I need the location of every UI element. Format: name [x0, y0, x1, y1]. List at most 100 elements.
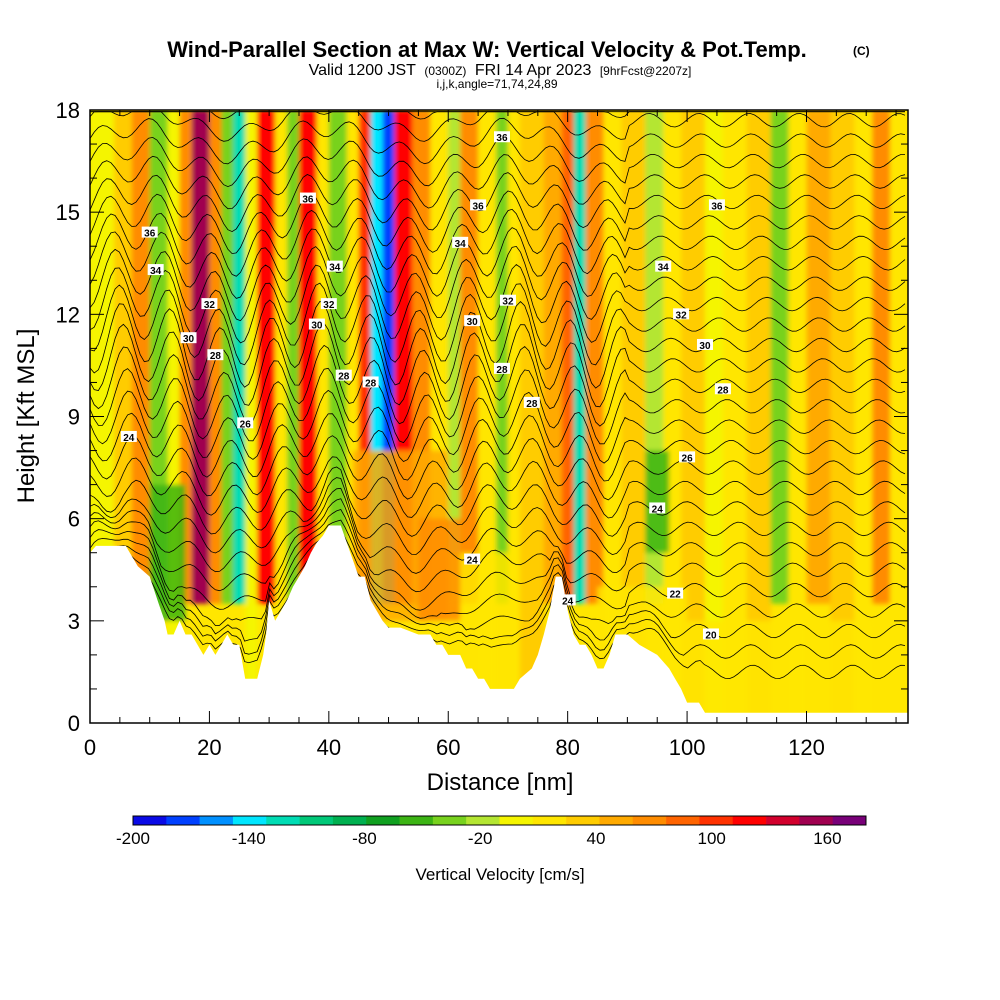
- contour-label-bg: [308, 318, 325, 330]
- contour-label: 26: [240, 419, 252, 430]
- contour-label-bg: [362, 376, 379, 388]
- colorbar-tick-label: 40: [586, 829, 605, 848]
- velocity-cell: [543, 110, 563, 604]
- colorbar-tick-label: -200: [116, 829, 150, 848]
- theta-contour-line: [90, 509, 906, 611]
- colorbar-bin: [732, 816, 767, 825]
- contour-label-bg: [493, 131, 510, 143]
- contour-label-bg: [326, 260, 343, 272]
- x-axis: 0 20 40 60 80 100 120: [84, 110, 897, 760]
- velocity-cell: [131, 110, 151, 604]
- chart-subtitle: Valid 1200 JST (0300Z) FRI 14 Apr 2023 […: [309, 62, 692, 79]
- contour-label: 28: [338, 372, 350, 383]
- subtitle-date: FRI 14 Apr 2023: [475, 62, 592, 79]
- velocity-cell: [221, 110, 234, 604]
- subtitle-forecast: [9hrFcst@2207z]: [600, 64, 692, 78]
- contour-label: 34: [150, 266, 162, 277]
- contour-label: 24: [467, 556, 479, 567]
- theta-contour-line: [90, 435, 906, 501]
- colorbar-bin: [766, 816, 800, 825]
- y-tick-label: 15: [56, 200, 80, 225]
- x-tick-label: 100: [669, 735, 706, 760]
- contour-label: 30: [183, 334, 195, 345]
- theta-contour-line: [90, 190, 906, 255]
- colorbar-bin: [832, 816, 867, 825]
- theta-contour-line: [90, 300, 906, 389]
- x-tick-label: 120: [788, 735, 825, 760]
- theta-contour-line: [90, 477, 906, 556]
- contour-label: 28: [526, 399, 538, 410]
- contour-label: 32: [676, 310, 688, 321]
- velocity-cell: [233, 110, 246, 604]
- contour-label-bg: [667, 587, 684, 599]
- colorbar-bin: [232, 816, 267, 825]
- colorbar-frame: [132, 815, 867, 826]
- theta-contour-line: [90, 282, 906, 366]
- colorbar-bin: [532, 816, 567, 825]
- contour-label: 34: [658, 263, 670, 274]
- contour-label-bg: [708, 199, 725, 211]
- theta-contour-line: [90, 154, 906, 210]
- contour-label: 22: [670, 590, 682, 601]
- velocity-cell: [245, 110, 258, 723]
- velocity-cell: [418, 518, 461, 621]
- velocity-cell: [298, 110, 318, 604]
- colorbar-bin: [332, 816, 367, 825]
- contour-label: 34: [455, 239, 467, 250]
- contour-label-bg: [499, 294, 516, 306]
- contour-label: 20: [705, 630, 717, 641]
- velocity-cell: [257, 110, 276, 604]
- contour-label: 30: [311, 321, 323, 332]
- y-tick-label: 9: [68, 405, 80, 430]
- colorbar-bin: [199, 816, 234, 825]
- theta-contour-line: [90, 519, 906, 627]
- contour-label: 28: [717, 385, 729, 396]
- colorbar-bin: [166, 816, 200, 825]
- contour-label: 28: [210, 351, 222, 362]
- theta-contour-line: [90, 389, 906, 464]
- colorbar-bin: [299, 816, 334, 825]
- y-tick-label: 3: [68, 609, 80, 634]
- x-tick-label: 0: [84, 735, 96, 760]
- contour-label-bg: [679, 451, 696, 463]
- contour-label-bg: [696, 338, 713, 350]
- colorbar-bin: [366, 816, 400, 825]
- colorbar: -200 -140 -80 -20 40 100 160: [116, 815, 867, 848]
- y-tick-label: 18: [56, 98, 80, 123]
- contour-label: 24: [562, 596, 574, 607]
- contour-label-bg: [714, 383, 731, 395]
- contour-label: 36: [473, 201, 485, 212]
- subtitle-valid: Valid 1200 JST: [309, 62, 417, 79]
- velocity-cell: [191, 110, 210, 604]
- theta-contour-line: [90, 367, 906, 445]
- contour-label: 28: [496, 365, 508, 376]
- velocity-cell: [704, 110, 724, 723]
- contour-label-bg: [180, 332, 197, 344]
- theta-contour-line: [90, 322, 906, 408]
- contour-label-bg: [207, 349, 224, 361]
- contour-label: 26: [682, 453, 694, 464]
- contour-label-bg: [523, 396, 540, 408]
- colorbar-tick-label: -80: [352, 829, 377, 848]
- theta-contour-line: [90, 208, 906, 277]
- velocity-cell: [872, 110, 891, 604]
- velocity-cell: [507, 110, 521, 723]
- contour-label: 28: [365, 378, 377, 389]
- subtitle-utc: (0300Z): [424, 64, 466, 78]
- x-axis-label: Distance [nm]: [427, 769, 574, 796]
- theta-contour-line: [90, 537, 906, 659]
- contour-label-bg: [320, 298, 337, 310]
- colorbar-label: Vertical Velocity [cm/s]: [415, 865, 584, 884]
- colorbar-bin: [466, 816, 500, 825]
- colorbar-bin: [133, 816, 167, 825]
- colorbar-bin: [399, 816, 434, 825]
- contour-label-bg: [649, 502, 666, 514]
- theta-contour-line: [90, 263, 906, 344]
- contour-label-bg: [335, 369, 352, 381]
- theta-contour-line: [90, 456, 906, 519]
- velocity-cell: [788, 110, 807, 723]
- velocity-cell: [603, 110, 622, 723]
- colorbar-bin: [266, 816, 300, 825]
